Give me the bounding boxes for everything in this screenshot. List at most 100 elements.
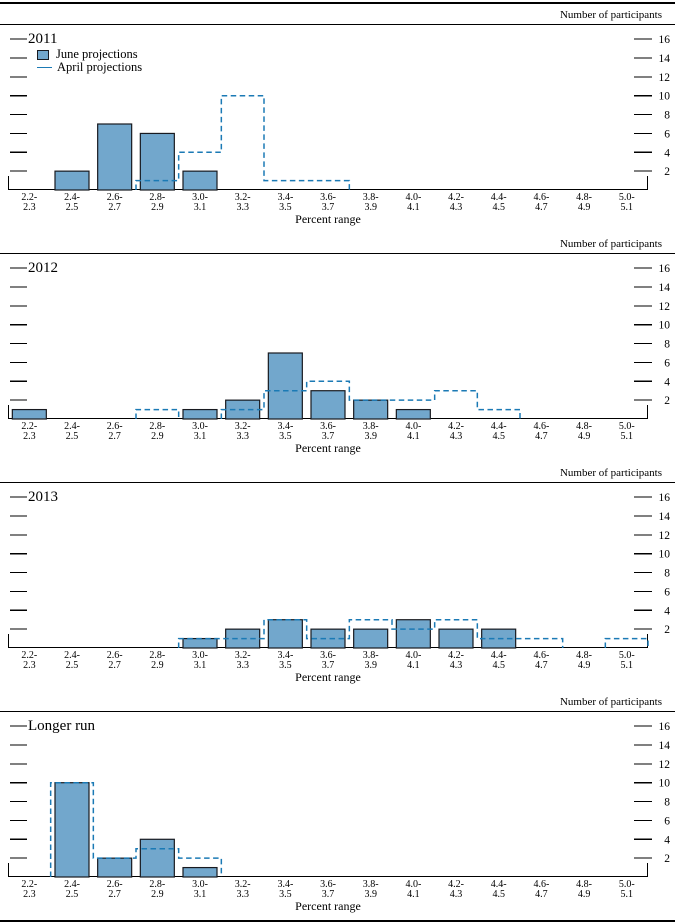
x-category-label: 4.2- 4.3 <box>448 879 464 900</box>
x-category-label: 2.4- 2.5 <box>64 879 80 900</box>
panel-title: 2012 <box>28 260 58 276</box>
x-category-label: 2.8- 2.9 <box>149 650 166 671</box>
x-axis-title: Percent range <box>295 212 361 226</box>
x-category-label: 5.0- 5.1 <box>618 879 635 900</box>
y-tick-label: 12 <box>659 301 671 313</box>
x-axis-title: Percent range <box>295 670 361 684</box>
y-tick-label: 6 <box>664 815 670 827</box>
x-category-label: 4.8- 4.9 <box>576 879 592 900</box>
april-projections-line <box>177 618 649 648</box>
x-category-label: 4.0- 4.1 <box>405 192 422 213</box>
june-projections-swatch-icon <box>37 49 49 60</box>
x-category-label: 4.0- 4.1 <box>405 421 422 442</box>
legend-row-june: June projections <box>37 47 142 61</box>
y-tick-label: 10 <box>659 91 671 103</box>
x-category-label: 4.4- 4.5 <box>490 421 507 442</box>
plot-area-2011: 2 4 6 8 10 12 14 16 2011 June projections April… <box>0 24 675 191</box>
y-tick-label: 4 <box>664 376 670 388</box>
x-category-label: 4.0- 4.1 <box>405 650 422 671</box>
x-category-label: 5.0- 5.1 <box>618 421 635 442</box>
x-axis-title: Percent range <box>295 441 361 455</box>
y-tick-label: 8 <box>664 797 670 809</box>
x-category-label: 3.0- 3.1 <box>192 879 208 900</box>
x-axis-labels: 2.2- 2.3 2.4- 2.5 2.6- 2.7 2.8- 2.9 3.0- 3.1 3.2- 3… <box>8 193 648 212</box>
x-category-label: 4.6- 4.7 <box>533 879 550 900</box>
june-projection-bar <box>97 857 133 878</box>
y-tick-label: 2 <box>664 853 670 865</box>
april-projections-line <box>135 94 351 190</box>
june-projection-bar <box>267 619 303 649</box>
y-tick-label: 4 <box>664 834 670 846</box>
x-category-label: 4.4- 4.5 <box>490 879 507 900</box>
x-category-label: 2.2- 2.3 <box>21 192 38 213</box>
x-category-label: 4.8- 4.9 <box>576 650 592 671</box>
x-category-label: 3.6- 3.7 <box>320 879 336 900</box>
june-projection-bar <box>353 628 389 649</box>
chart-canvas-longer-run: 2 4 6 8 10 12 14 16 <box>8 721 671 878</box>
june-projection-bar <box>54 782 90 878</box>
chart-canvas-2011: 2 4 6 8 10 12 14 16 <box>8 34 671 191</box>
june-projection-bar <box>182 637 218 649</box>
june-projection-bar <box>139 838 175 878</box>
y-tick-label: 8 <box>664 339 670 351</box>
panel-title: 2011 <box>28 31 58 47</box>
y-tick-label: 14 <box>659 282 671 294</box>
y-tick-label: 16 <box>659 492 671 504</box>
june-projection-bar <box>310 628 346 649</box>
y-tick-label: 8 <box>664 568 670 580</box>
x-category-label: 2.4- 2.5 <box>64 421 80 442</box>
x-category-label: 2.6- 2.7 <box>106 421 123 442</box>
x-category-label: 3.8- 3.9 <box>362 879 379 900</box>
june-projection-bar <box>310 390 346 420</box>
y-tick-label: 10 <box>659 320 671 332</box>
legend-row-april: April projections <box>37 60 143 74</box>
x-category-label: 3.6- 3.7 <box>320 192 336 213</box>
panel-2011: Number of participants 2 4 6 8 10 12 14 16 2011… <box>0 8 675 227</box>
panel-title: Longer run <box>28 718 96 734</box>
june-projection-bar <box>139 132 175 191</box>
x-category-label: 3.0- 3.1 <box>192 421 208 442</box>
x-category-label: 3.8- 3.9 <box>362 421 379 442</box>
x-category-label: 4.6- 4.7 <box>533 650 550 671</box>
x-category-label: 3.4- 3.5 <box>277 192 294 213</box>
panel-longer-run: Number of participants 2 4 6 8 10 12 14 16 Long… <box>0 695 675 914</box>
x-category-label: 5.0- 5.1 <box>618 650 635 671</box>
plot-area-longer-run: 2 4 6 8 10 12 14 16 Longer run <box>0 711 675 878</box>
x-category-label: 4.8- 4.9 <box>576 421 592 442</box>
y-tick-label: 6 <box>664 586 670 598</box>
june-projection-bar <box>395 408 431 420</box>
x-category-label: 4.0- 4.1 <box>405 879 422 900</box>
x-category-label: 2.8- 2.9 <box>149 192 166 213</box>
y-tick-label: 16 <box>659 721 671 733</box>
x-category-label: 2.6- 2.7 <box>106 192 123 213</box>
y-tick-label: 2 <box>664 166 670 178</box>
april-projections-line <box>49 781 223 877</box>
june-projection-bar <box>97 123 133 191</box>
x-category-label: 4.6- 4.7 <box>533 421 550 442</box>
x-category-label: 2.6- 2.7 <box>106 650 123 671</box>
x-category-label: 3.6- 3.7 <box>320 421 336 442</box>
x-category-label: 3.8- 3.9 <box>362 192 379 213</box>
y-axis-title: Number of participants <box>559 9 662 21</box>
x-category-label: 2.8- 2.9 <box>149 421 166 442</box>
june-projection-bar <box>267 352 303 420</box>
june-projection-bar <box>182 408 218 420</box>
panel-2012: Number of participants 2 4 6 8 10 12 14 16 2012… <box>0 237 675 456</box>
y-tick-label: 6 <box>664 357 670 369</box>
plot-area-2013: 2 4 6 8 10 12 14 16 2013 <box>0 482 675 649</box>
x-category-label: 2.2- 2.3 <box>21 879 38 900</box>
x-category-label: 4.2- 4.3 <box>448 650 464 671</box>
y-tick-label: 14 <box>659 53 671 65</box>
legend-april-label: April projections <box>57 60 143 74</box>
legend: June projections April projections <box>37 47 143 74</box>
y-tick-label: 2 <box>664 624 670 636</box>
x-category-label: 2.8- 2.9 <box>149 879 166 900</box>
y-axis-title: Number of participants <box>559 467 662 479</box>
x-category-label: 3.2- 3.3 <box>234 650 251 671</box>
chart-canvas-2013: 2 4 6 8 10 12 14 16 <box>8 492 671 649</box>
y-tick-label: 12 <box>659 530 671 542</box>
june-projection-bar <box>182 170 218 191</box>
x-category-label: 4.4- 4.5 <box>490 650 507 671</box>
x-category-label: 3.6- 3.7 <box>320 650 336 671</box>
x-category-label: 3.0- 3.1 <box>192 192 208 213</box>
